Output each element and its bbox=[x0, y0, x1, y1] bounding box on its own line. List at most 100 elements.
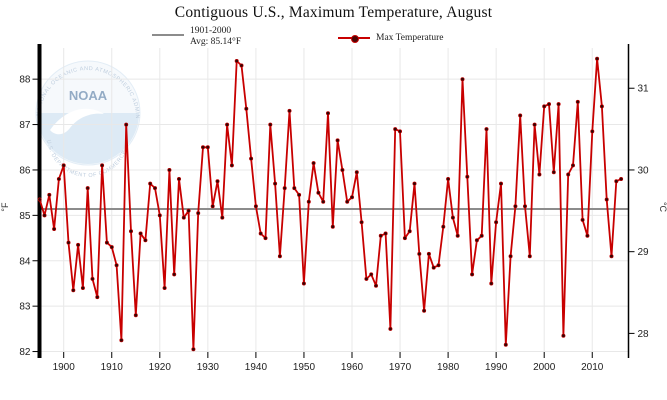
data-point bbox=[138, 231, 143, 236]
x-axis-ticklabel: 1940 bbox=[245, 362, 268, 373]
data-point bbox=[604, 197, 609, 202]
data-point bbox=[85, 186, 90, 191]
data-point bbox=[177, 177, 182, 182]
data-point bbox=[167, 168, 172, 173]
x-axis-ticklabel: 1910 bbox=[101, 362, 124, 373]
data-point bbox=[301, 281, 306, 286]
data-point bbox=[80, 285, 85, 290]
data-point bbox=[479, 233, 484, 238]
data-point bbox=[513, 204, 518, 209]
data-point bbox=[393, 127, 398, 132]
data-point bbox=[321, 199, 326, 204]
data-point bbox=[436, 263, 441, 268]
data-point bbox=[383, 231, 388, 236]
data-point bbox=[263, 236, 268, 241]
data-point bbox=[325, 111, 330, 116]
data-point bbox=[258, 231, 263, 236]
x-axis-ticklabel: 1990 bbox=[485, 362, 508, 373]
data-point bbox=[153, 186, 158, 191]
data-point bbox=[90, 276, 95, 281]
data-point bbox=[181, 215, 186, 220]
legend-avg-label-line2: Avg: 85.14°F bbox=[190, 37, 242, 47]
data-point bbox=[196, 211, 201, 216]
data-point bbox=[95, 295, 100, 300]
data-point bbox=[61, 163, 66, 168]
legend-avg-label-line1: 1901-2000 bbox=[190, 26, 232, 36]
data-point bbox=[503, 342, 508, 347]
data-point bbox=[412, 181, 417, 186]
data-point bbox=[537, 172, 542, 177]
data-point bbox=[614, 179, 619, 184]
noaa-word: NOAA bbox=[69, 88, 108, 103]
data-point bbox=[551, 170, 556, 175]
data-point bbox=[455, 233, 460, 238]
data-point bbox=[388, 326, 393, 331]
data-point bbox=[201, 145, 206, 150]
x-axis-ticklabel: 1970 bbox=[389, 362, 412, 373]
data-point bbox=[397, 129, 402, 134]
y-axis-left-unit: °F bbox=[0, 202, 10, 212]
data-point bbox=[407, 229, 412, 234]
data-point bbox=[369, 272, 374, 277]
data-point bbox=[345, 199, 350, 204]
x-axis-ticklabel: 1930 bbox=[197, 362, 220, 373]
data-point bbox=[104, 240, 109, 245]
y-axis-left-ticklabel: 85 bbox=[19, 211, 31, 222]
data-point bbox=[292, 186, 297, 191]
y-axis-left-ticklabel: 83 bbox=[19, 302, 31, 313]
legend-series-item: Max Temperature bbox=[338, 29, 443, 44]
data-point bbox=[119, 338, 124, 343]
data-point bbox=[249, 156, 254, 161]
data-point bbox=[498, 181, 503, 186]
data-point bbox=[484, 127, 489, 132]
data-point bbox=[162, 285, 167, 290]
y-axis-left-ticklabel: 86 bbox=[19, 165, 31, 176]
data-point bbox=[335, 138, 340, 143]
data-point bbox=[349, 195, 354, 200]
data-point bbox=[575, 99, 580, 104]
y-axis-right-unit: °C bbox=[658, 202, 667, 213]
data-point bbox=[508, 254, 513, 259]
data-point bbox=[619, 177, 624, 182]
data-point bbox=[527, 254, 532, 259]
data-point bbox=[287, 108, 292, 113]
data-point bbox=[609, 254, 614, 259]
data-point bbox=[172, 272, 177, 277]
legend-series-label: Max Temperature bbox=[376, 33, 444, 43]
y-axis-left-ticklabel: 88 bbox=[19, 75, 31, 86]
legend-avg-item: 1901-2000 Avg: 85.14°F bbox=[152, 26, 241, 48]
x-axis-ticklabel: 2000 bbox=[533, 362, 556, 373]
data-point bbox=[417, 251, 422, 256]
data-point bbox=[532, 122, 537, 127]
x-axis-ticklabel: 1960 bbox=[341, 362, 364, 373]
data-point bbox=[143, 238, 148, 243]
data-point bbox=[561, 333, 566, 338]
legend-avg-label: 1901-2000 Avg: 85.14°F bbox=[190, 26, 241, 48]
data-point bbox=[494, 220, 499, 225]
data-point bbox=[590, 129, 595, 134]
data-point bbox=[76, 242, 81, 247]
data-point bbox=[47, 192, 52, 197]
data-point bbox=[585, 233, 590, 238]
data-point bbox=[244, 106, 249, 111]
data-point bbox=[210, 204, 215, 209]
x-axis-ticklabel: 1980 bbox=[437, 362, 460, 373]
data-point bbox=[402, 236, 407, 241]
data-point bbox=[239, 63, 244, 68]
data-point bbox=[354, 170, 359, 175]
data-point bbox=[234, 58, 239, 63]
data-point bbox=[71, 288, 76, 293]
y-axis-right-ticklabel: 31 bbox=[638, 84, 650, 95]
y-axis-right-ticklabel: 30 bbox=[638, 165, 650, 176]
data-point bbox=[422, 308, 427, 313]
data-point bbox=[42, 213, 47, 218]
data-point bbox=[148, 181, 153, 186]
data-point bbox=[297, 192, 302, 197]
x-axis-ticklabel: 1900 bbox=[53, 362, 76, 373]
data-point bbox=[268, 122, 273, 127]
data-point bbox=[489, 281, 494, 286]
y-axis-right: 28 29 30 31 °C bbox=[627, 44, 667, 358]
data-point bbox=[599, 104, 604, 109]
